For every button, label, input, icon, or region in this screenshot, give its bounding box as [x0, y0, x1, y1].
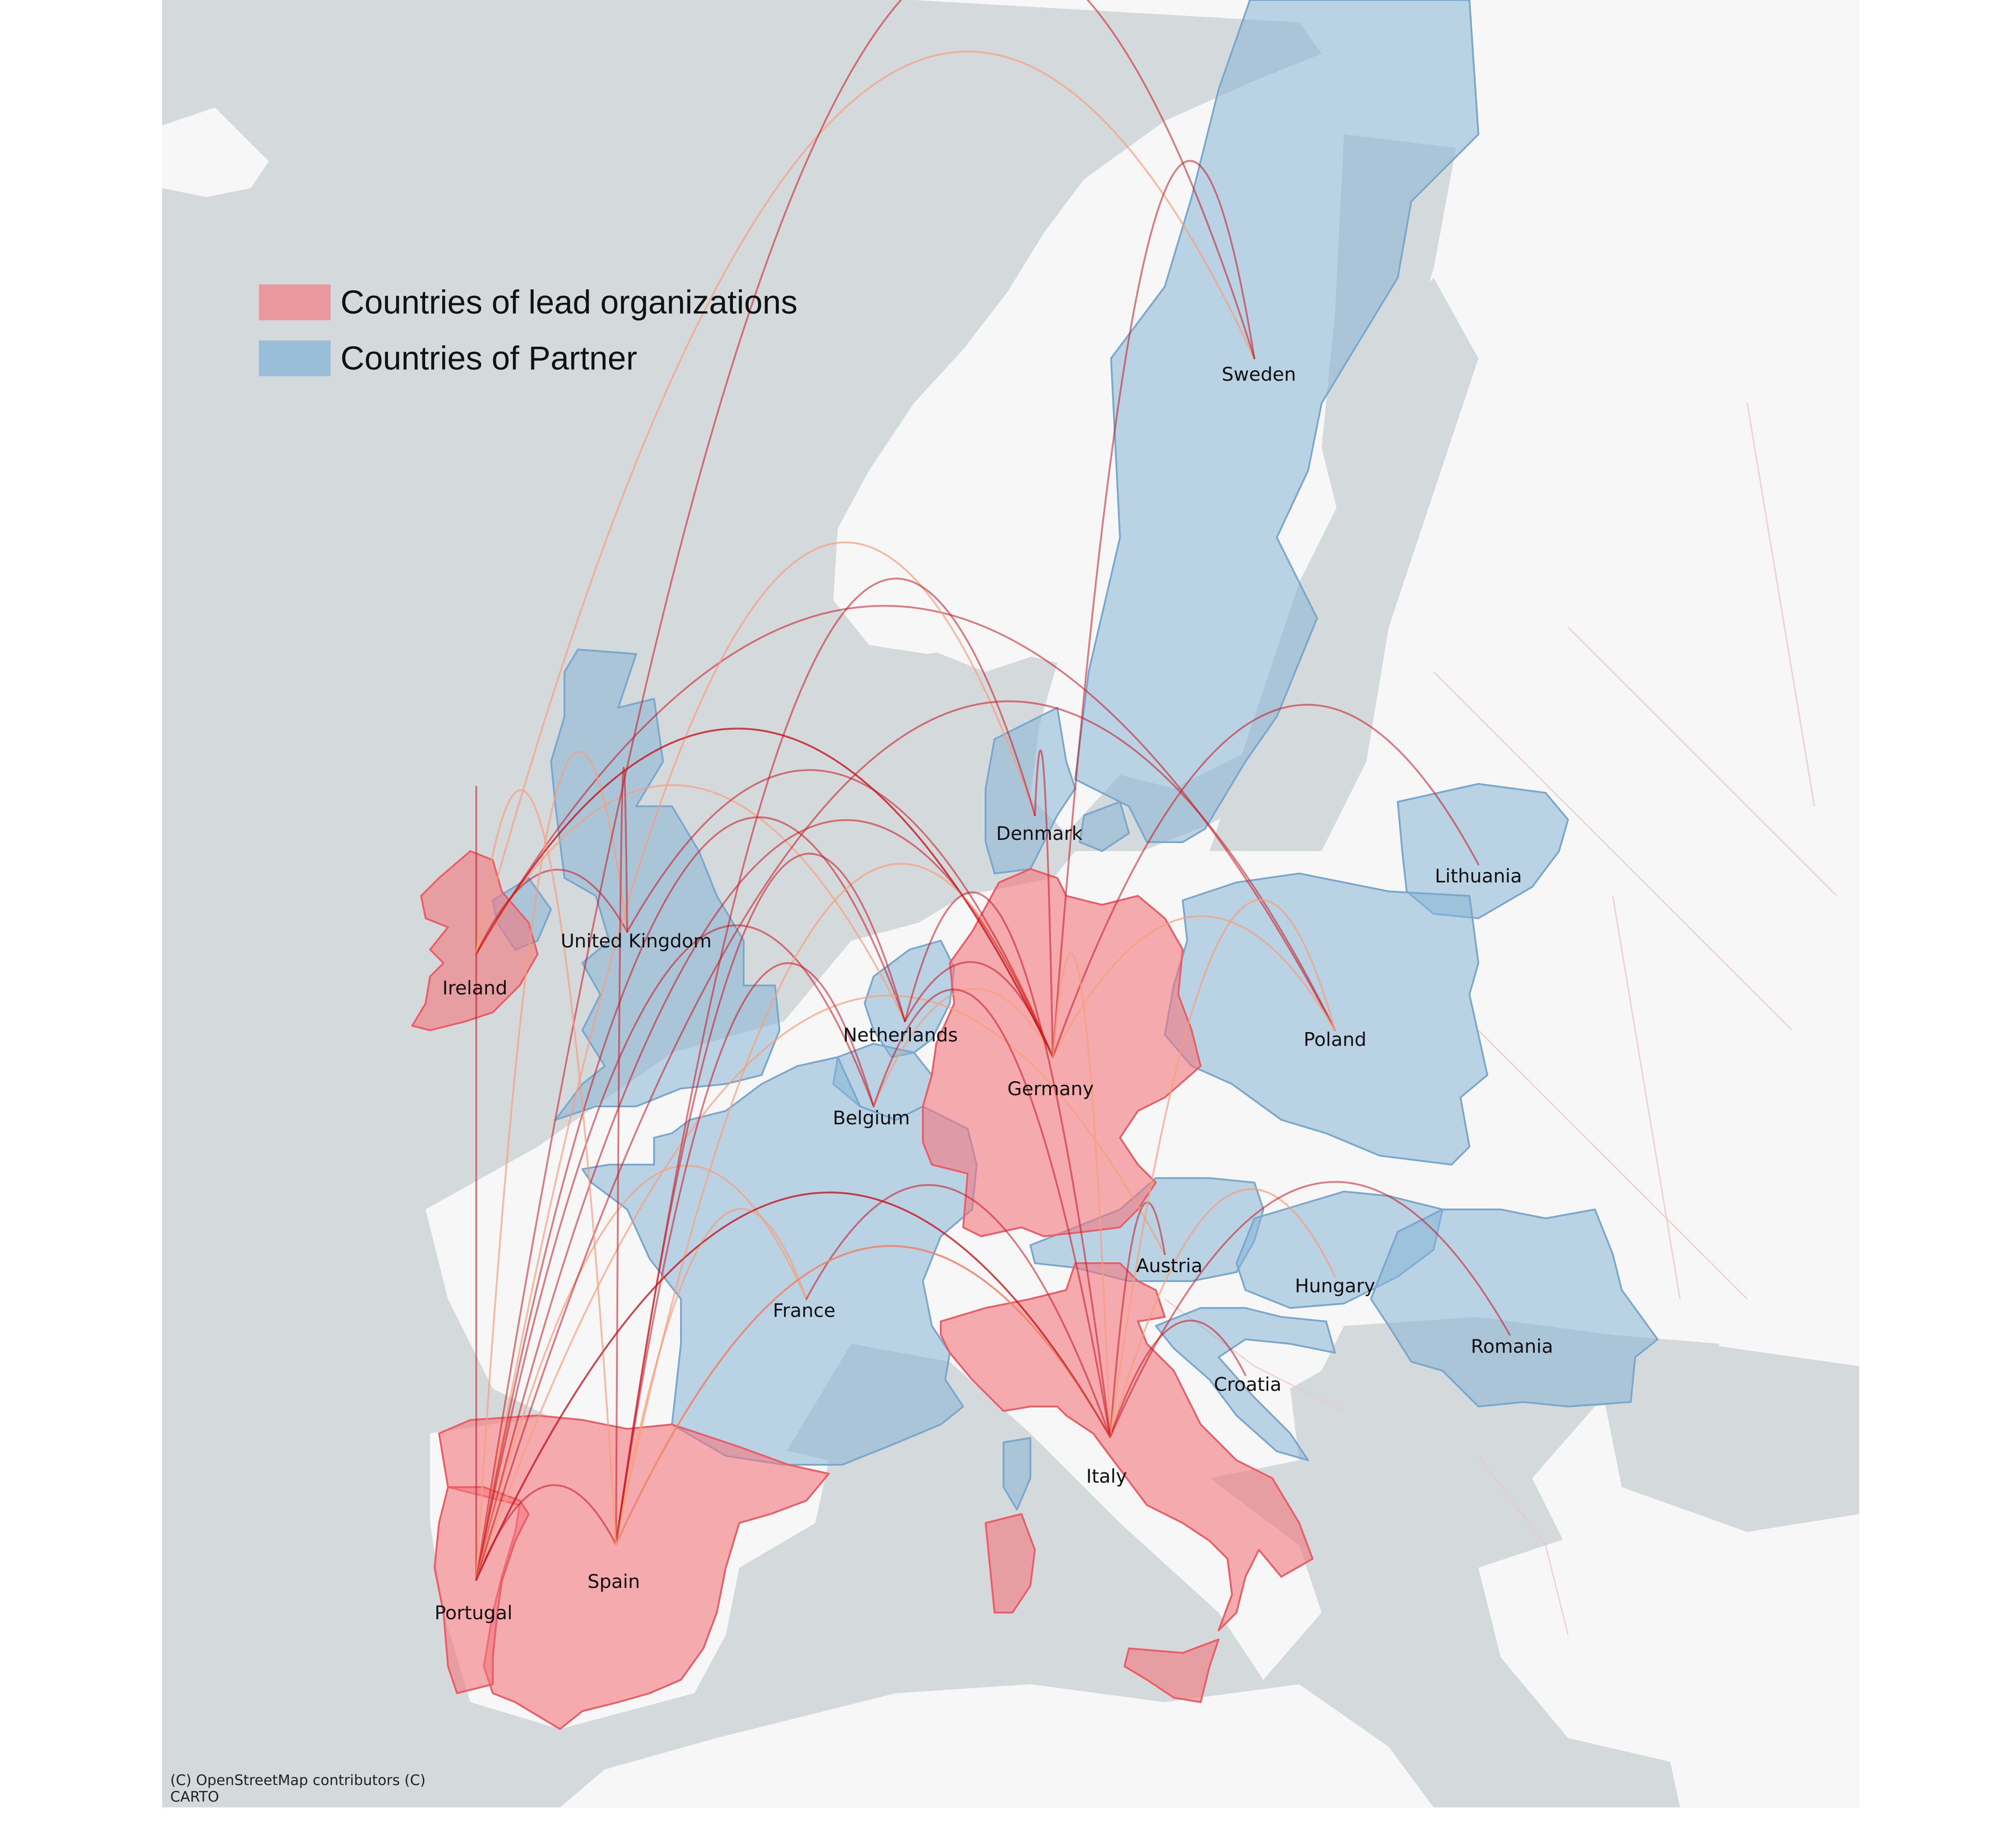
basemap-borders [1164, 403, 1838, 1635]
sea-black [1604, 1344, 1859, 1532]
arc-portugal-to-netherlands [475, 816, 906, 1581]
label-united-kingdom: United Kingdom [560, 930, 711, 952]
label-denmark: Denmark [996, 822, 1083, 844]
country-romania [1370, 1209, 1658, 1407]
label-romania: Romania [1471, 1335, 1553, 1357]
attribution-line-2: CARTO [170, 1788, 219, 1805]
arc-italy-to-poland [1109, 899, 1336, 1438]
arc-spain-to-denmark [615, 577, 1036, 1545]
label-portugal: Portugal [435, 1602, 513, 1624]
arc-germany-to-sweden [1052, 160, 1255, 1058]
arc-germany-to-ireland [475, 727, 1054, 1058]
label-lithuania: Lithuania [1435, 865, 1522, 887]
arc-germany-to-lithuania [1052, 704, 1479, 1058]
arc-italy-to-netherlands [904, 891, 1111, 1438]
arc-italy-to-belgium [873, 989, 1111, 1438]
arc-italy-to-spain [615, 1245, 1111, 1545]
lead-countries [411, 850, 1314, 1730]
attribution-line-1: (C) OpenStreetMap contributors (C) [170, 1772, 426, 1789]
label-austria: Austria [1136, 1255, 1202, 1277]
connection-arcs [475, 0, 1511, 1581]
label-germany: Germany [1007, 1078, 1094, 1100]
legend-swatch-lead [259, 284, 331, 320]
arc-portugal-to-united-kingdom [475, 751, 628, 1581]
arc-italy-to-austria [1109, 1201, 1166, 1438]
label-netherlands: Netherlands [843, 1024, 958, 1046]
legend-label-partner: Countries of Partner [340, 340, 637, 377]
country-italy [940, 1262, 1314, 1631]
arc-spain-to-ireland [475, 789, 617, 1545]
label-croatia: Croatia [1214, 1373, 1282, 1395]
legend-swatch-partner [259, 340, 331, 376]
country-labels: Sweden Denmark Lithuania United Kingdom … [435, 363, 1553, 1624]
country-sardinia-france-corsica [1003, 1437, 1031, 1510]
arc-italy-to-france [806, 1184, 1111, 1438]
legend-label-lead: Countries of lead organizations [340, 284, 797, 321]
label-sweden: Sweden [1222, 363, 1296, 385]
arc-italy-to-germany [1052, 953, 1111, 1438]
arc-portugal-to-austria [475, 994, 1166, 1581]
country-lithuania [1397, 783, 1569, 919]
country-croatia [1155, 1307, 1336, 1461]
arc-portugal-to-sweden [475, 0, 1255, 1581]
land-north-africa [560, 1684, 1434, 1807]
map-attribution: (C) OpenStreetMap contributors (C) CARTO [170, 1772, 426, 1805]
label-belgium: Belgium [833, 1107, 910, 1129]
arc-portugal-to-denmark [475, 542, 1036, 1581]
arc-spain-to-france [615, 1208, 807, 1545]
label-italy: Italy [1086, 1465, 1127, 1487]
label-spain: Spain [587, 1570, 640, 1592]
arc-spain-to-united-kingdom [615, 766, 628, 1545]
arc-portugal-to-poland [475, 700, 1336, 1581]
arc-italy-to-romania [1109, 1181, 1511, 1438]
arc-spain-to-belgium [615, 962, 874, 1545]
country-ireland [411, 850, 538, 1031]
arc-germany-to-denmark [1034, 749, 1054, 1058]
arc-spain-to-germany [615, 863, 1054, 1545]
label-france: France [773, 1299, 836, 1321]
country-portugal [434, 1486, 530, 1694]
label-ireland: Ireland [442, 977, 507, 999]
arc-ireland-to-netherlands [475, 784, 906, 1022]
arc-italy-to-hungary [1109, 1188, 1336, 1438]
country-germany [922, 868, 1202, 1237]
label-hungary: Hungary [1295, 1275, 1375, 1297]
country-sicily [1124, 1639, 1219, 1703]
country-denmark [985, 707, 1130, 874]
country-sardinia [985, 1513, 1036, 1613]
arc-portugal-to-belgium [475, 924, 874, 1581]
arc-germany-to-united-kingdom [626, 769, 1054, 1058]
land-iceland [162, 108, 269, 197]
arc-italy-to-portugal [475, 1192, 1111, 1581]
arc-ireland-to-sweden [475, 51, 1255, 955]
label-poland: Poland [1304, 1028, 1366, 1050]
arc-italy-to-croatia [1109, 1320, 1246, 1438]
arc-germany-to-poland [1052, 915, 1336, 1058]
land-anatolia [1478, 1514, 1859, 1769]
land-norway-south [860, 179, 1210, 672]
legend: Countries of lead organizations Countrie… [259, 284, 797, 377]
arc-portugal-to-france [475, 1165, 807, 1581]
